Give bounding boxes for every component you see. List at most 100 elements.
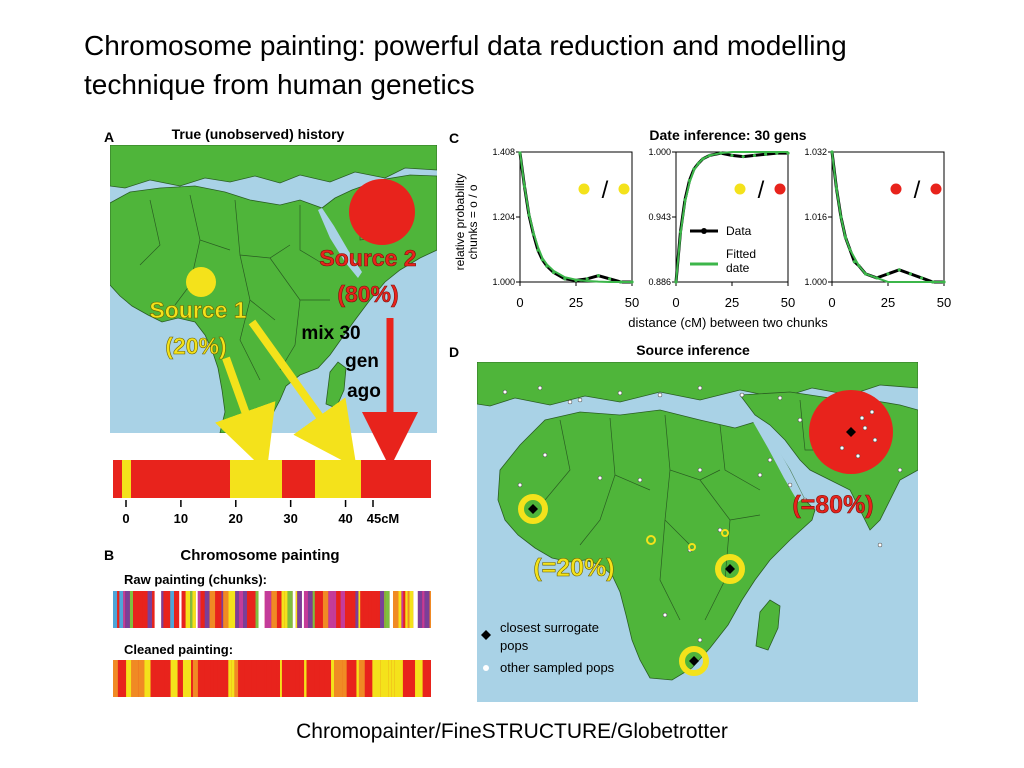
painting-chunk bbox=[119, 591, 124, 628]
painting-chunk bbox=[223, 591, 229, 628]
painting-chunk bbox=[215, 591, 218, 628]
painting-chunk bbox=[125, 591, 130, 628]
mix-text-2: gen bbox=[345, 351, 379, 372]
panel-d-letter: D bbox=[449, 344, 459, 360]
painting-chunk bbox=[117, 660, 127, 697]
data-point bbox=[942, 280, 946, 284]
painting-chunk bbox=[200, 591, 205, 628]
ylabel-line2: chunks = o / o bbox=[466, 184, 480, 259]
raw-painting-bar bbox=[113, 591, 431, 628]
legend-data-label: Data bbox=[726, 224, 752, 238]
painting-chunk bbox=[271, 591, 277, 628]
painting-chunk bbox=[170, 660, 178, 697]
painting-chunk bbox=[391, 660, 395, 697]
data-point bbox=[730, 153, 734, 158]
painting-chunk bbox=[392, 591, 399, 628]
source2-percent: (80%) bbox=[337, 281, 398, 307]
y-tick-label: 1.408 bbox=[492, 147, 515, 157]
painting-chunk bbox=[287, 591, 293, 628]
y-tick-label: 1.204 bbox=[492, 212, 515, 222]
painting-chunk bbox=[346, 660, 355, 697]
painting-chunk bbox=[161, 591, 164, 628]
painting-chunk bbox=[228, 660, 232, 697]
painting-chunk bbox=[413, 591, 418, 628]
painting-chunk bbox=[312, 591, 315, 628]
painting-chunk bbox=[295, 591, 298, 628]
plot-frame bbox=[831, 151, 945, 283]
data-point bbox=[692, 167, 696, 171]
painting-chunk bbox=[333, 591, 337, 628]
data-point bbox=[897, 268, 901, 272]
y-tick-label: 1.032 bbox=[804, 147, 827, 157]
painting-chunk bbox=[228, 591, 236, 628]
painting-chunk bbox=[319, 660, 325, 697]
x-tick-label: 25 bbox=[881, 295, 895, 310]
bar-axis-tick-label: 30 bbox=[283, 511, 297, 526]
painting-chunk bbox=[384, 591, 386, 628]
data-point bbox=[908, 272, 913, 276]
legend-surrogate-label-1: closest surrogate bbox=[500, 620, 599, 635]
painting-chunk bbox=[133, 591, 139, 628]
painting-chunk bbox=[407, 591, 410, 628]
panel-c-letter: C bbox=[449, 130, 459, 146]
painting-chunk bbox=[217, 591, 222, 628]
slide-title: Chromosome painting: powerful data reduc… bbox=[84, 26, 984, 104]
painting-chunk bbox=[368, 591, 372, 628]
data-point bbox=[830, 150, 834, 154]
painting-chunk bbox=[412, 660, 416, 697]
painting-chunk bbox=[271, 660, 277, 697]
painting-chunk bbox=[266, 660, 272, 697]
x-tick-label: 0 bbox=[516, 295, 523, 310]
painting-chunk bbox=[163, 591, 171, 628]
painting-chunk bbox=[304, 660, 307, 697]
painting-chunk bbox=[197, 591, 201, 628]
painting-chunk bbox=[213, 660, 218, 697]
painting-chunk bbox=[422, 660, 429, 697]
painting-chunk bbox=[192, 591, 196, 628]
data-point bbox=[687, 178, 692, 183]
painting-chunk bbox=[131, 660, 139, 697]
pair-dot-left bbox=[890, 183, 902, 195]
painting-chunk bbox=[368, 660, 373, 697]
painting-chunk bbox=[246, 591, 250, 628]
painting-chunk bbox=[324, 660, 332, 697]
painting-chunk bbox=[138, 591, 143, 628]
painting-chunk bbox=[170, 591, 175, 628]
data-point bbox=[752, 153, 757, 158]
africa-land-a bbox=[110, 174, 437, 433]
madagascar-d bbox=[755, 599, 781, 651]
x-tick-label: 0 bbox=[672, 295, 679, 310]
pair-dot-right bbox=[930, 183, 942, 195]
pair-slash: / bbox=[602, 177, 609, 204]
painting-chunk bbox=[185, 591, 191, 628]
label-80-percent: (=80%) bbox=[792, 491, 873, 519]
painting-chunk bbox=[129, 591, 134, 628]
y-tick-label: 1.000 bbox=[492, 277, 515, 287]
data-point bbox=[843, 235, 848, 239]
painting-chunk bbox=[299, 660, 305, 697]
panel-c-title: Date inference: 30 gens bbox=[649, 127, 806, 143]
data-point bbox=[839, 215, 843, 219]
europe-land-a bbox=[110, 145, 437, 189]
painting-chunk bbox=[351, 591, 356, 628]
painting-chunk bbox=[338, 591, 341, 628]
painting-chunk bbox=[371, 591, 377, 628]
painting-chunk bbox=[147, 591, 153, 628]
legend-surrogate-label-2: pops bbox=[500, 638, 529, 653]
painting-chunk bbox=[379, 591, 385, 628]
painting-chunk bbox=[226, 660, 229, 697]
data-point bbox=[674, 280, 678, 284]
painting-chunk bbox=[301, 591, 304, 628]
bar-axis-tick-label: 40 bbox=[338, 511, 352, 526]
painting-chunk bbox=[415, 660, 423, 697]
slide-title-line1: Chromosome painting: powerful data reduc… bbox=[84, 30, 847, 61]
data-point bbox=[608, 277, 612, 281]
painting-chunk bbox=[117, 591, 120, 628]
panel-a-title: True (unobserved) history bbox=[172, 126, 345, 142]
painting-chunk bbox=[154, 591, 162, 628]
painting-chunk bbox=[126, 660, 132, 697]
painting-chunk bbox=[256, 660, 265, 697]
borders-d bbox=[544, 399, 850, 621]
painting-chunk bbox=[204, 660, 211, 697]
